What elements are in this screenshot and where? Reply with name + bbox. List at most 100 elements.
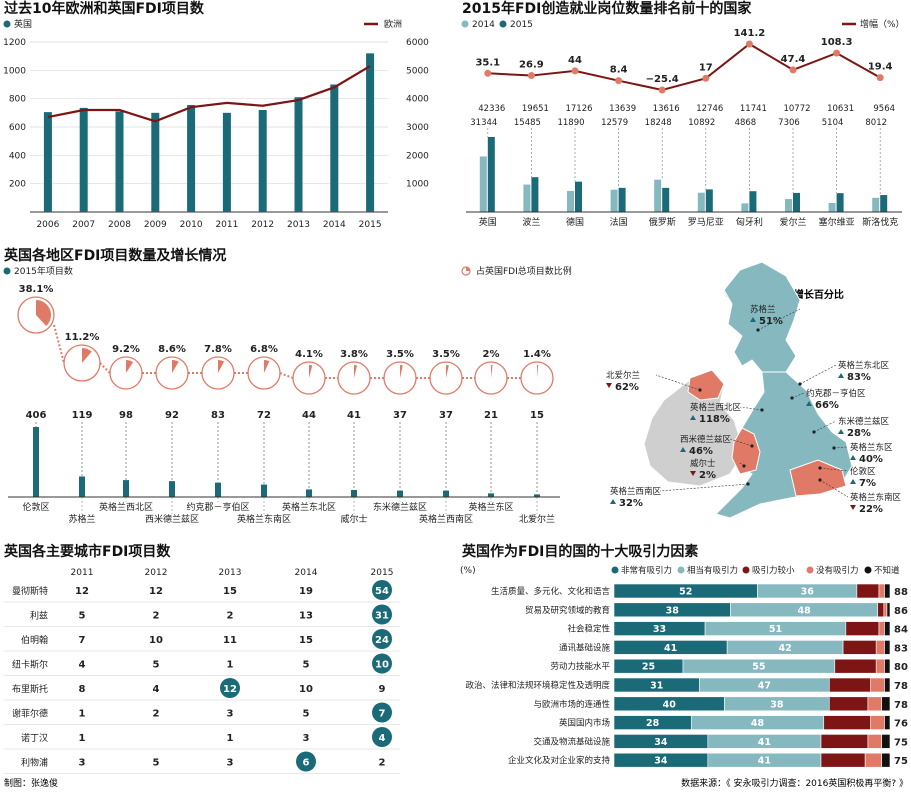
x-tick: 2006 (36, 220, 59, 230)
cell-value: 3 (79, 758, 86, 769)
segment-label: 48 (751, 718, 765, 729)
growth-dot (833, 49, 841, 57)
share-label: 1.4% (523, 349, 551, 360)
label-2015: 11741 (740, 104, 767, 114)
stack-segment (856, 583, 880, 599)
label-2015: 9564 (873, 104, 895, 114)
growth-dot (789, 66, 797, 74)
x-tick: 斯洛伐克 (862, 216, 898, 228)
stack-segment (883, 602, 888, 618)
map-region-value: 7% (859, 478, 876, 489)
bar-2014 (654, 179, 662, 212)
map-region-name: 伦敦区 (850, 466, 876, 477)
stack-segment (870, 677, 885, 693)
total-label: 78 (894, 681, 908, 692)
cell-value: 3 (227, 709, 234, 720)
stack-segment (820, 752, 866, 768)
growth-dot (658, 86, 666, 94)
map-dot (698, 388, 702, 392)
growth-label: 26.9 (519, 60, 544, 71)
map-region-name: 威尔士 (690, 458, 716, 469)
cell-value: 11 (223, 635, 237, 646)
legend-swatch (806, 566, 814, 574)
x-tick: 爱尔兰 (779, 216, 806, 228)
highlight-circle (372, 580, 392, 600)
legend-share-label: 占英国FDI总项目数比例 (476, 265, 572, 277)
x-tick: 英格兰西北区 (99, 501, 153, 513)
stack-segment (823, 715, 871, 730)
growth-label: −25.4 (646, 74, 679, 85)
value-label: 21 (484, 410, 498, 421)
legend-label: 相当有吸引力 (687, 565, 738, 576)
x-tick: 苏格兰 (68, 513, 95, 525)
bar-2015 (531, 177, 539, 212)
factor-label: 企业文化及对企业家的支持 (508, 755, 611, 766)
y-left-tick: 1200 (3, 38, 26, 48)
uk-bar (115, 111, 124, 212)
cell-value: 5 (153, 660, 160, 671)
stack-segment (828, 677, 871, 693)
stack-segment (884, 583, 891, 599)
segment-label: 55 (752, 662, 765, 673)
factor-label: 通讯基础设施 (559, 642, 611, 653)
map-leader (833, 446, 849, 449)
share-wedge (218, 360, 225, 373)
legend-uk-label: 英国 (14, 18, 32, 30)
x-tick: 法国 (610, 216, 628, 228)
share-label: 3.5% (386, 349, 414, 360)
segment-label: 36 (801, 587, 815, 598)
label-2014: 18248 (645, 118, 672, 128)
segment-label: 31 (650, 681, 663, 692)
bar-2014 (785, 199, 792, 212)
share-wedge (172, 360, 179, 373)
bar-2015 (793, 192, 800, 212)
value-label: 72 (257, 410, 271, 421)
region-bar (351, 489, 357, 497)
share-label: 7.8% (204, 344, 232, 355)
map-dot (818, 466, 822, 470)
legend-2015-label: 2015 (510, 20, 533, 30)
cell-value: 10 (375, 660, 389, 671)
stack-segment (886, 602, 891, 618)
cell-value: 19 (299, 586, 313, 597)
stack-segment (842, 640, 877, 655)
total-label: 75 (894, 756, 908, 767)
stack-segment (820, 734, 869, 749)
region-bar (443, 490, 449, 497)
map-region-value: 66% (815, 400, 839, 411)
segment-label: 47 (758, 681, 771, 692)
cell-value: 2 (379, 758, 386, 769)
y-right-tick: 3000 (406, 123, 429, 133)
cell-value: 7 (379, 709, 386, 720)
region-bar (79, 476, 85, 497)
city-name: 伯明翰 (21, 634, 48, 646)
legend-swatch (677, 566, 685, 574)
legend-projects-swatch (3, 267, 11, 275)
map-region-name: 英格兰西南区 (610, 486, 662, 497)
highlight-circle (372, 727, 392, 747)
stack-segment (881, 734, 891, 749)
value-label: 41 (347, 410, 361, 421)
legend-2014-swatch (461, 20, 469, 28)
legend-swatch (742, 566, 750, 574)
segment-label: 52 (679, 587, 692, 598)
stack-segment (834, 658, 877, 674)
city-name: 谢菲尔德 (12, 708, 48, 720)
segment-label: 38 (770, 699, 784, 710)
segment-label: 38 (666, 605, 680, 616)
map-region-value: 2% (699, 470, 716, 481)
map-region-value: 62% (615, 382, 639, 393)
x-tick: 2008 (108, 220, 131, 230)
growth-dot (615, 77, 623, 85)
cell-value: 31 (375, 611, 389, 622)
map-leader (729, 438, 753, 447)
up-arrow-icon (806, 401, 812, 406)
region-bar (488, 493, 494, 497)
cell-value: 4 (79, 660, 86, 671)
cell-value: 1 (227, 733, 234, 744)
y-left-tick: 200 (9, 180, 26, 190)
region-bar (534, 494, 540, 497)
cell-value: 7 (79, 635, 86, 646)
x-tick: 英格兰东北区 (282, 501, 336, 513)
city-name: 利物浦 (21, 757, 48, 769)
